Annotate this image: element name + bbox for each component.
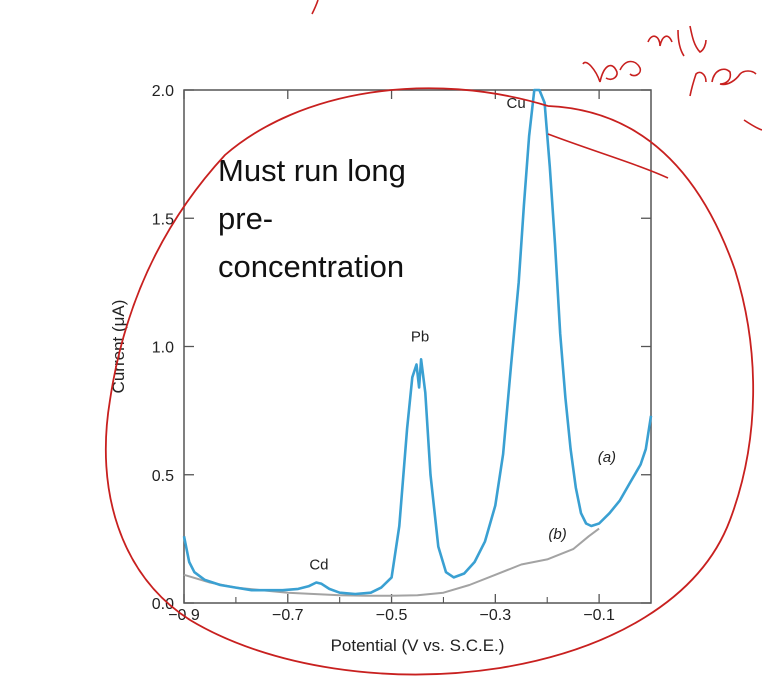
y-tick-label: 0.0 bbox=[152, 596, 174, 613]
peak-label: Cd bbox=[309, 557, 328, 574]
series-a-line bbox=[182, 88, 653, 596]
y-tick-label: 1.5 bbox=[152, 211, 174, 228]
note-line-2: pre- bbox=[218, 201, 273, 236]
handwritten-circle bbox=[104, 87, 755, 676]
series-layer bbox=[182, 88, 653, 597]
handwritten-annotation bbox=[104, 0, 762, 676]
handwritten-arc-upper bbox=[311, 0, 319, 15]
series-label: (b) bbox=[548, 526, 566, 543]
y-tick-label: 0.5 bbox=[152, 468, 174, 485]
note-line-3: concentration bbox=[218, 249, 404, 284]
y-axis-ticks: 0.0 0.5 1.0 1.5 2.0 bbox=[152, 83, 651, 613]
note-line-1: Must run long bbox=[218, 153, 406, 188]
y-tick-label: 1.0 bbox=[152, 340, 174, 357]
series-label: (a) bbox=[598, 449, 616, 466]
y-axis-title: Current (μA) bbox=[109, 300, 128, 394]
handwritten-scribble-1 bbox=[582, 60, 642, 83]
handwritten-scribble-2 bbox=[647, 25, 707, 57]
handwritten-scribble-4 bbox=[743, 119, 762, 131]
x-tick-label: −0.3 bbox=[480, 607, 512, 624]
handwritten-scribble-3 bbox=[689, 68, 757, 97]
overlay-note: Must run long pre- concentration bbox=[218, 153, 406, 284]
handwritten-arrow-line bbox=[547, 133, 669, 179]
y-tick-label: 2.0 bbox=[152, 83, 174, 100]
x-axis-title: Potential (V vs. S.C.E.) bbox=[331, 636, 505, 655]
peak-label: Pb bbox=[411, 328, 429, 345]
x-tick-label: −0.5 bbox=[376, 607, 408, 624]
x-tick-label: −0.1 bbox=[583, 607, 615, 624]
x-tick-label: −0.7 bbox=[272, 607, 304, 624]
